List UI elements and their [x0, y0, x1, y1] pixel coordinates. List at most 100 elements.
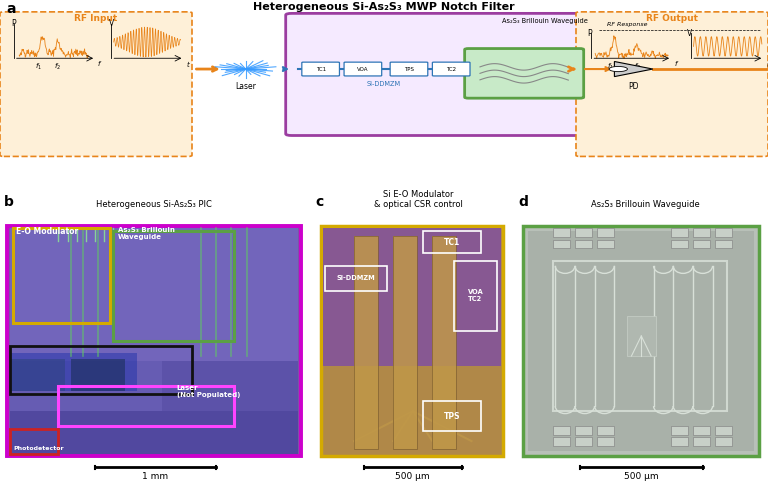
Text: RF Response: RF Response	[607, 22, 647, 27]
Bar	[393, 236, 417, 448]
Text: b: b	[4, 195, 14, 209]
Text: $f_2$: $f_2$	[54, 62, 61, 72]
Bar	[393, 236, 417, 448]
Text: Si-DDMZM: Si-DDMZM	[336, 275, 376, 281]
Text: $f_1$: $f_1$	[35, 62, 42, 72]
Text: V: V	[687, 29, 693, 38]
Text: Laser: Laser	[235, 82, 257, 91]
Text: VOA
TC2: VOA TC2	[468, 289, 483, 303]
Bar	[10, 429, 58, 454]
Bar	[325, 266, 387, 291]
Bar	[670, 228, 688, 237]
Text: E-O Modulator: E-O Modulator	[16, 227, 78, 236]
Bar	[454, 261, 497, 331]
Bar	[575, 228, 592, 237]
FancyBboxPatch shape	[576, 12, 768, 156]
Text: Laser
(Not Populated): Laser (Not Populated)	[177, 385, 240, 398]
Text: TC1: TC1	[444, 238, 460, 247]
Bar	[7, 226, 301, 456]
Bar	[10, 354, 137, 391]
Bar	[71, 359, 125, 391]
Text: $f_2$: $f_2$	[634, 62, 641, 72]
Bar	[715, 228, 732, 237]
Bar	[553, 426, 570, 435]
FancyBboxPatch shape	[432, 62, 470, 76]
Text: $f_1$: $f_1$	[607, 62, 614, 72]
Text: 500 μm: 500 μm	[624, 472, 659, 482]
Text: As₂S₃ Brillouin Waveguide: As₂S₃ Brillouin Waveguide	[591, 200, 700, 209]
Bar	[597, 240, 614, 248]
Text: 500 μm: 500 μm	[396, 472, 430, 482]
Bar	[670, 240, 688, 248]
Text: TPS: TPS	[444, 412, 460, 421]
Bar	[553, 240, 570, 248]
Bar	[10, 411, 298, 454]
Bar	[58, 386, 234, 426]
Bar	[670, 426, 688, 435]
Bar	[715, 426, 732, 435]
Text: c: c	[315, 195, 323, 209]
Text: PD: PD	[628, 82, 639, 91]
Text: RF Input: RF Input	[74, 14, 118, 23]
FancyBboxPatch shape	[390, 62, 428, 76]
Bar	[422, 231, 482, 253]
FancyBboxPatch shape	[344, 62, 382, 76]
Bar	[693, 240, 710, 248]
Text: TC1: TC1	[316, 66, 326, 71]
Bar	[528, 231, 754, 451]
Text: $t$: $t$	[766, 60, 768, 69]
FancyBboxPatch shape	[286, 13, 605, 135]
Bar	[321, 226, 503, 456]
Bar	[10, 359, 65, 391]
Bar	[693, 228, 710, 237]
Bar	[422, 401, 482, 431]
Bar	[553, 228, 570, 237]
Bar	[10, 346, 192, 393]
Text: $f$: $f$	[97, 60, 102, 68]
Bar	[354, 236, 378, 448]
Bar	[13, 228, 110, 323]
Bar	[693, 426, 710, 435]
Text: RF Output: RF Output	[646, 14, 698, 23]
Text: Photodetector: Photodetector	[13, 446, 64, 451]
Bar	[597, 228, 614, 237]
Text: Heterogeneous Si-As₂S₃ PIC: Heterogeneous Si-As₂S₃ PIC	[96, 200, 211, 209]
Bar	[323, 228, 501, 366]
Bar	[553, 261, 727, 411]
Bar	[575, 437, 592, 446]
Bar	[10, 228, 298, 361]
Text: As₂S₃ Brillouin
Waveguide: As₂S₃ Brillouin Waveguide	[118, 227, 174, 240]
Text: d: d	[518, 195, 528, 209]
Bar	[523, 226, 760, 456]
Bar	[597, 437, 614, 446]
Text: P: P	[12, 19, 16, 28]
FancyBboxPatch shape	[465, 49, 584, 98]
Bar	[597, 426, 614, 435]
Text: VOA: VOA	[357, 66, 369, 71]
Bar	[10, 361, 161, 411]
Bar	[432, 236, 456, 448]
Bar	[693, 437, 710, 446]
Bar	[715, 437, 732, 446]
Bar	[161, 361, 298, 411]
FancyBboxPatch shape	[302, 62, 339, 76]
Bar	[113, 231, 234, 341]
Bar	[627, 316, 656, 356]
Bar	[715, 240, 732, 248]
Text: V: V	[109, 19, 114, 28]
Text: $t$: $t$	[186, 60, 190, 69]
Text: TPS: TPS	[404, 66, 414, 71]
Text: $f$: $f$	[674, 60, 680, 68]
Circle shape	[609, 66, 627, 71]
Text: Heterogeneous Si-As₂S₃ MWP Notch Filter: Heterogeneous Si-As₂S₃ MWP Notch Filter	[253, 2, 515, 12]
Text: Si-DDMZM: Si-DDMZM	[367, 81, 401, 87]
Text: TC2: TC2	[446, 66, 456, 71]
Polygon shape	[614, 62, 653, 76]
Text: Si E-O Modulator
& optical CSR control: Si E-O Modulator & optical CSR control	[374, 190, 463, 209]
Bar	[432, 236, 456, 448]
Text: 1 mm: 1 mm	[142, 472, 169, 482]
Bar	[354, 236, 378, 448]
Bar	[670, 437, 688, 446]
FancyBboxPatch shape	[0, 12, 192, 156]
Text: As₂S₃ Brillouin Waveguide: As₂S₃ Brillouin Waveguide	[502, 18, 588, 24]
